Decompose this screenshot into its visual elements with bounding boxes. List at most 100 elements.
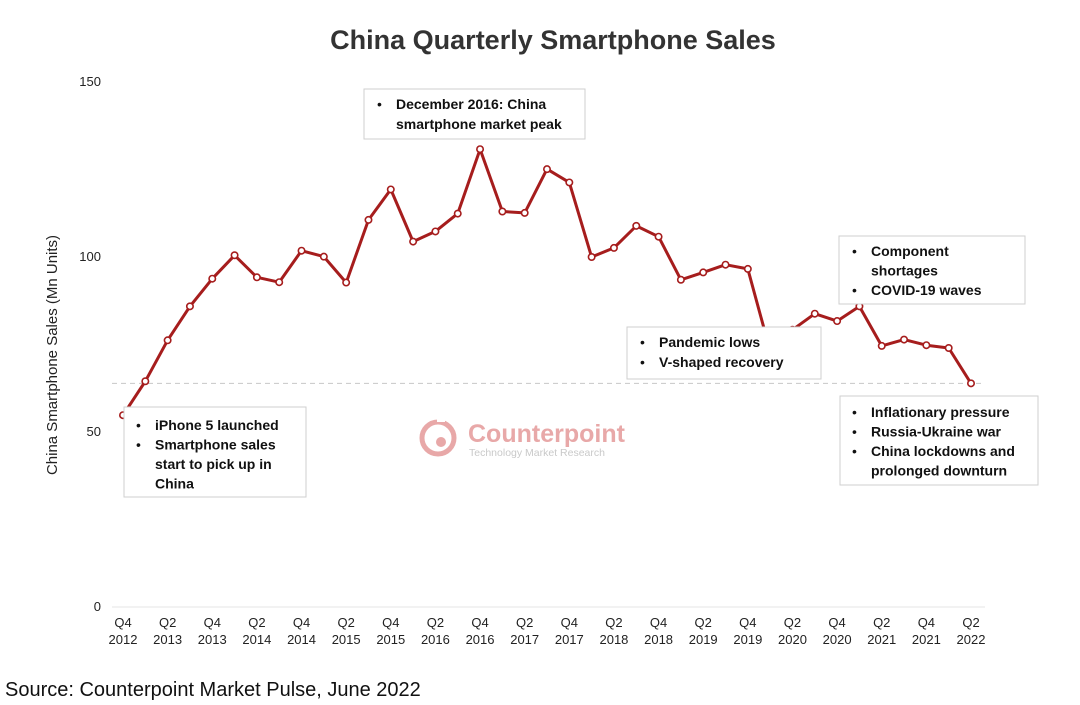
x-tick-quarter: Q4	[382, 615, 399, 630]
x-tick-year: 2016	[466, 632, 495, 647]
data-point	[587, 253, 596, 262]
data-point	[833, 317, 842, 326]
bullet-glyph: •	[852, 404, 857, 420]
x-tick-label: Q2 2020	[778, 615, 807, 647]
counterpoint-logo-icon	[419, 416, 457, 457]
y-tick-label: 150	[79, 74, 101, 89]
x-tick-year: 2018	[644, 632, 673, 647]
annotation-box: • December 2016: China smartphone market p…	[363, 88, 586, 140]
data-point	[877, 341, 886, 350]
x-tick-year: 2019	[689, 632, 718, 647]
data-point	[676, 275, 685, 284]
annotation-box: • Pandemic lows • V-shaped recovery	[626, 326, 822, 380]
y-axis-label: China Smartphone Sales (Mn Units)	[44, 235, 61, 475]
bullet-glyph: •	[852, 424, 857, 440]
bullet-glyph: •	[852, 243, 857, 259]
x-tick-label: Q2 2017	[510, 615, 539, 647]
x-tick-year: 2015	[376, 632, 405, 647]
x-tick-quarter: Q4	[739, 615, 756, 630]
annotation-text: COVID-19 waves	[871, 282, 982, 298]
x-tick-quarter: Q4	[471, 615, 488, 630]
x-tick-year: 2015	[332, 632, 361, 647]
watermark: Counterpoint Technology Market Research	[419, 416, 626, 459]
x-tick-label: Q4 2018	[644, 615, 673, 647]
x-tick-label: Q4 2020	[823, 615, 852, 647]
source-note: Source: Counterpoint Market Pulse, June …	[5, 679, 421, 701]
data-point	[319, 252, 328, 261]
x-tick-label: Q4 2016	[466, 615, 495, 647]
data-point	[163, 336, 172, 345]
x-tick-label: Q4 2021	[912, 615, 941, 647]
bullet-glyph: •	[640, 354, 645, 370]
annotation-text: December 2016: China	[396, 96, 546, 112]
x-tick-year: 2016	[421, 632, 450, 647]
data-point	[944, 343, 953, 352]
data-point	[141, 377, 150, 386]
x-tick-quarter: Q2	[427, 615, 444, 630]
x-tick-label: Q2 2022	[957, 615, 986, 647]
data-point	[431, 227, 440, 236]
data-point	[364, 215, 373, 224]
data-point	[453, 209, 462, 218]
annotation-frame	[363, 88, 586, 140]
data-point	[185, 302, 194, 311]
annotation-text: V-shaped recovery	[659, 354, 784, 370]
data-point	[966, 379, 975, 388]
x-tick-year: 2020	[778, 632, 807, 647]
x-tick-label: Q2 2015	[332, 615, 361, 647]
x-tick-quarter: Q2	[605, 615, 622, 630]
data-point	[654, 232, 663, 241]
x-tick-quarter: Q2	[695, 615, 712, 630]
annotation-box: • Inflationary pressure • Russia-Ukraine wa…	[839, 395, 1039, 486]
data-point	[542, 165, 551, 174]
x-tick-year: 2013	[198, 632, 227, 647]
annotation-text: Component	[871, 243, 949, 259]
x-tick-year: 2020	[823, 632, 852, 647]
data-point	[252, 273, 261, 282]
annotation-text: Smartphone sales	[155, 437, 276, 453]
data-point	[565, 178, 574, 187]
x-axis: Q4 2012 Q2 2013 Q4 2013 Q2 2014 Q4 2014 Q2 2015 Q4 20…	[109, 615, 986, 647]
chart-title: China Quarterly Smartphone Sales	[330, 25, 776, 55]
x-tick-year: 2017	[510, 632, 539, 647]
annotation-text: Pandemic lows	[659, 334, 760, 350]
x-tick-label: Q2 2021	[867, 615, 896, 647]
x-tick-year: 2018	[599, 632, 628, 647]
data-points	[119, 145, 975, 420]
data-point	[498, 207, 507, 216]
annotation-text: Inflationary pressure	[871, 404, 1010, 420]
data-point	[342, 278, 351, 287]
data-point	[810, 309, 819, 318]
x-tick-quarter: Q2	[248, 615, 265, 630]
x-tick-quarter: Q2	[337, 615, 354, 630]
data-point	[275, 278, 284, 287]
bullet-glyph: •	[852, 443, 857, 459]
x-tick-label: Q4 2017	[555, 615, 584, 647]
annotation-text: China lockdowns and	[871, 443, 1015, 459]
x-tick-quarter: Q2	[962, 615, 979, 630]
bullet-glyph: •	[136, 417, 141, 433]
annotation-text: prolonged downturn	[871, 463, 1007, 479]
annotation-text: Russia-Ukraine war	[871, 424, 1001, 440]
x-tick-label: Q2 2013	[153, 615, 182, 647]
annotation-text: start to pick up in	[155, 456, 272, 472]
x-tick-year: 2021	[867, 632, 896, 647]
x-tick-quarter: Q4	[650, 615, 667, 630]
x-tick-label: Q4 2012	[109, 615, 138, 647]
x-tick-quarter: Q4	[918, 615, 935, 630]
bullet-glyph: •	[640, 334, 645, 350]
y-tick-label: 100	[79, 249, 101, 264]
x-tick-label: Q2 2014	[242, 615, 271, 647]
data-point	[208, 274, 217, 283]
x-tick-label: Q4 2014	[287, 615, 316, 647]
data-point	[386, 185, 395, 194]
bullet-glyph: •	[852, 282, 857, 298]
annotations: • December 2016: China smartphone market p…	[123, 88, 1039, 498]
bullet-glyph: •	[136, 437, 141, 453]
data-point	[609, 243, 618, 252]
annotation-text: smartphone market peak	[396, 116, 562, 132]
x-tick-label: Q4 2013	[198, 615, 227, 647]
x-tick-quarter: Q4	[114, 615, 131, 630]
x-tick-year: 2021	[912, 632, 941, 647]
